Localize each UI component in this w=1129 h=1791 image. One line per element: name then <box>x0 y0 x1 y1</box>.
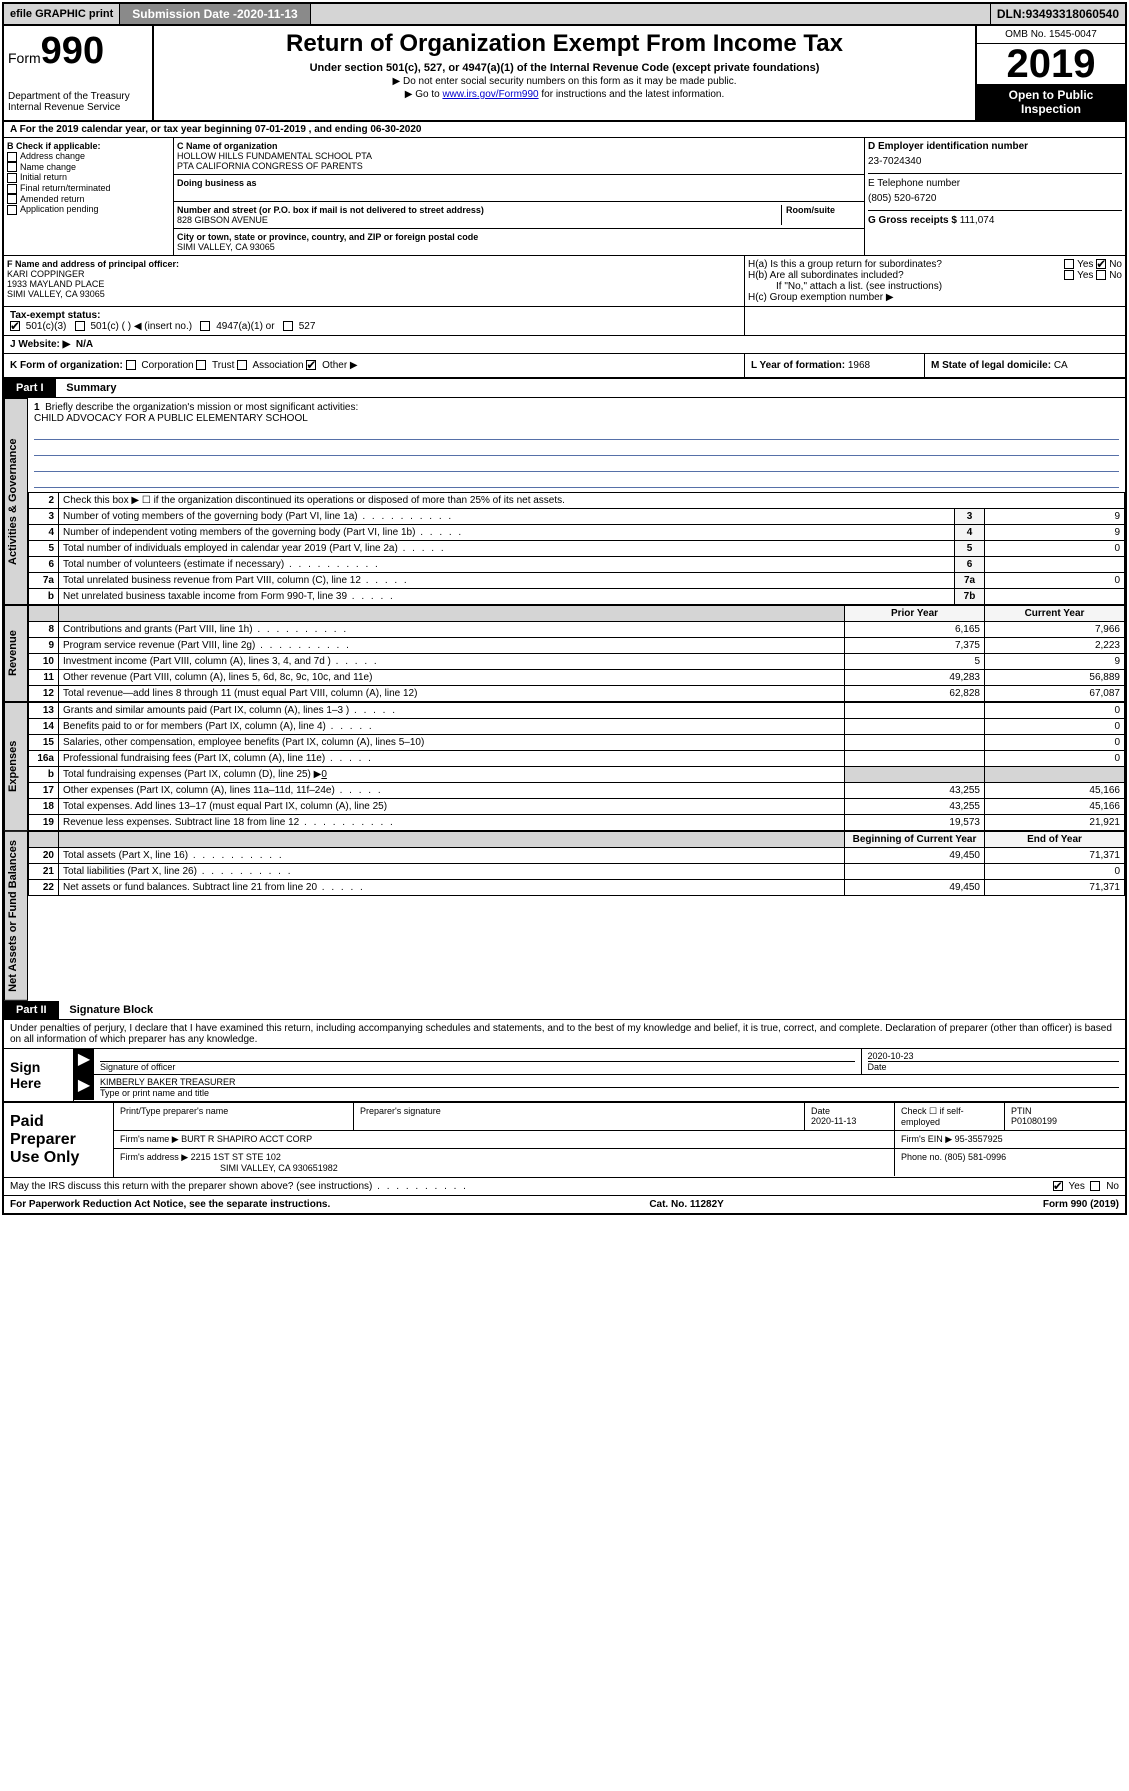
form-number: 990 <box>41 30 104 72</box>
form-990-document: efile GRAPHIC print Submission Date - 20… <box>2 2 1127 1215</box>
form-header: Form990 Department of the Treasury Inter… <box>4 26 1125 122</box>
arrow-icon: ▶ <box>74 1049 94 1074</box>
header-center: Return of Organization Exempt From Incom… <box>154 26 975 120</box>
part1-header: Part I Summary <box>4 379 1125 398</box>
revenue-table: Prior YearCurrent Year 8Contributions an… <box>28 605 1125 702</box>
mission-text: CHILD ADVOCACY FOR A PUBLIC ELEMENTARY S… <box>34 413 308 424</box>
efile-label: efile GRAPHIC print <box>4 4 120 24</box>
org-name: HOLLOW HILLS FUNDAMENTAL SCHOOL PTA PTA … <box>177 151 861 171</box>
tax-year: 2019 <box>977 44 1125 84</box>
submission-date-btn[interactable]: Submission Date - 2020-11-13 <box>120 4 310 24</box>
opt-name-change: Name change <box>7 162 170 173</box>
declaration: Under penalties of perjury, I declare th… <box>4 1020 1125 1049</box>
footer: For Paperwork Reduction Act Notice, see … <box>4 1196 1125 1213</box>
vtab-governance: Activities & Governance <box>4 398 28 605</box>
opt-initial-return: Initial return <box>7 172 170 183</box>
discuss-row: May the IRS discuss this return with the… <box>4 1178 1125 1196</box>
sign-here-block: Sign Here ▶ Signature of officer 2020-10… <box>4 1049 1125 1103</box>
org-city: SIMI VALLEY, CA 93065 <box>177 242 861 252</box>
row-f-h: F Name and address of principal officer:… <box>4 256 1125 307</box>
chk-501c3 <box>10 321 20 331</box>
part2-header: Part II Signature Block <box>4 1001 1125 1020</box>
tax-status-row: Tax-exempt status: 501(c)(3) 501(c) ( ) … <box>4 307 1125 336</box>
revenue-section: Revenue Prior YearCurrent Year 8Contribu… <box>4 605 1125 702</box>
expenses-table: 13Grants and similar amounts paid (Part … <box>28 702 1125 831</box>
block-c: C Name of organization HOLLOW HILLS FUND… <box>174 138 865 255</box>
block-d: D Employer identification number 23-7024… <box>865 138 1125 255</box>
website-row: J Website: ▶ N/A <box>4 336 1125 354</box>
expenses-section: Expenses 13Grants and similar amounts pa… <box>4 702 1125 831</box>
row-k: K Form of organization: Corporation Trus… <box>4 354 1125 379</box>
header-left: Form990 Department of the Treasury Inter… <box>4 26 154 120</box>
irs-link[interactable]: www.irs.gov/Form990 <box>442 89 538 100</box>
note2: ▶ Go to www.irs.gov/Form990 for instruct… <box>158 89 971 100</box>
preparer-block: Paid Preparer Use Only Print/Type prepar… <box>4 1103 1125 1178</box>
netassets-section: Net Assets or Fund Balances Beginning of… <box>4 831 1125 1001</box>
open-public: Open to Public Inspection <box>977 84 1125 120</box>
block-h: H(a) Is this a group return for subordin… <box>745 256 1125 306</box>
subtitle: Under section 501(c), 527, or 4947(a)(1)… <box>158 62 971 74</box>
topbar-spacer <box>311 4 991 24</box>
mission-box: 1 Briefly describe the organization's mi… <box>28 398 1125 492</box>
phone: (805) 520-6720 <box>868 193 1122 204</box>
ein: 23-7024340 <box>868 156 1122 167</box>
topbar: efile GRAPHIC print Submission Date - 20… <box>4 4 1125 26</box>
gross-receipts: 111,074 <box>960 215 995 226</box>
opt-amended: Amended return <box>7 194 170 205</box>
opt-final-return: Final return/terminated <box>7 183 170 194</box>
org-addr: 828 GIBSON AVENUE <box>177 215 781 225</box>
note1: ▶ Do not enter social security numbers o… <box>158 76 971 87</box>
governance-table: 2Check this box ▶ ☐ if the organization … <box>28 492 1125 605</box>
dept: Department of the Treasury Internal Reve… <box>8 91 148 113</box>
block-b: B Check if applicable: Address change Na… <box>4 138 174 255</box>
governance-section: Activities & Governance 1 Briefly descri… <box>4 398 1125 605</box>
vtab-revenue: Revenue <box>4 605 28 702</box>
vtab-expenses: Expenses <box>4 702 28 831</box>
arrow-icon: ▶ <box>74 1075 94 1100</box>
period-row: A For the 2019 calendar year, or tax yea… <box>4 122 1125 138</box>
form-title: Return of Organization Exempt From Incom… <box>158 30 971 58</box>
opt-address-change: Address change <box>7 151 170 162</box>
form-prefix: Form <box>8 50 41 66</box>
opt-pending: Application pending <box>7 204 170 215</box>
header-right: OMB No. 1545-0047 2019 Open to Public In… <box>975 26 1125 120</box>
dln: DLN: 93493318060540 <box>991 4 1125 24</box>
vtab-netassets: Net Assets or Fund Balances <box>4 831 28 1001</box>
netassets-table: Beginning of Current YearEnd of Year 20T… <box>28 831 1125 896</box>
block-f: F Name and address of principal officer:… <box>4 256 745 306</box>
blocks-bcd: B Check if applicable: Address change Na… <box>4 138 1125 256</box>
